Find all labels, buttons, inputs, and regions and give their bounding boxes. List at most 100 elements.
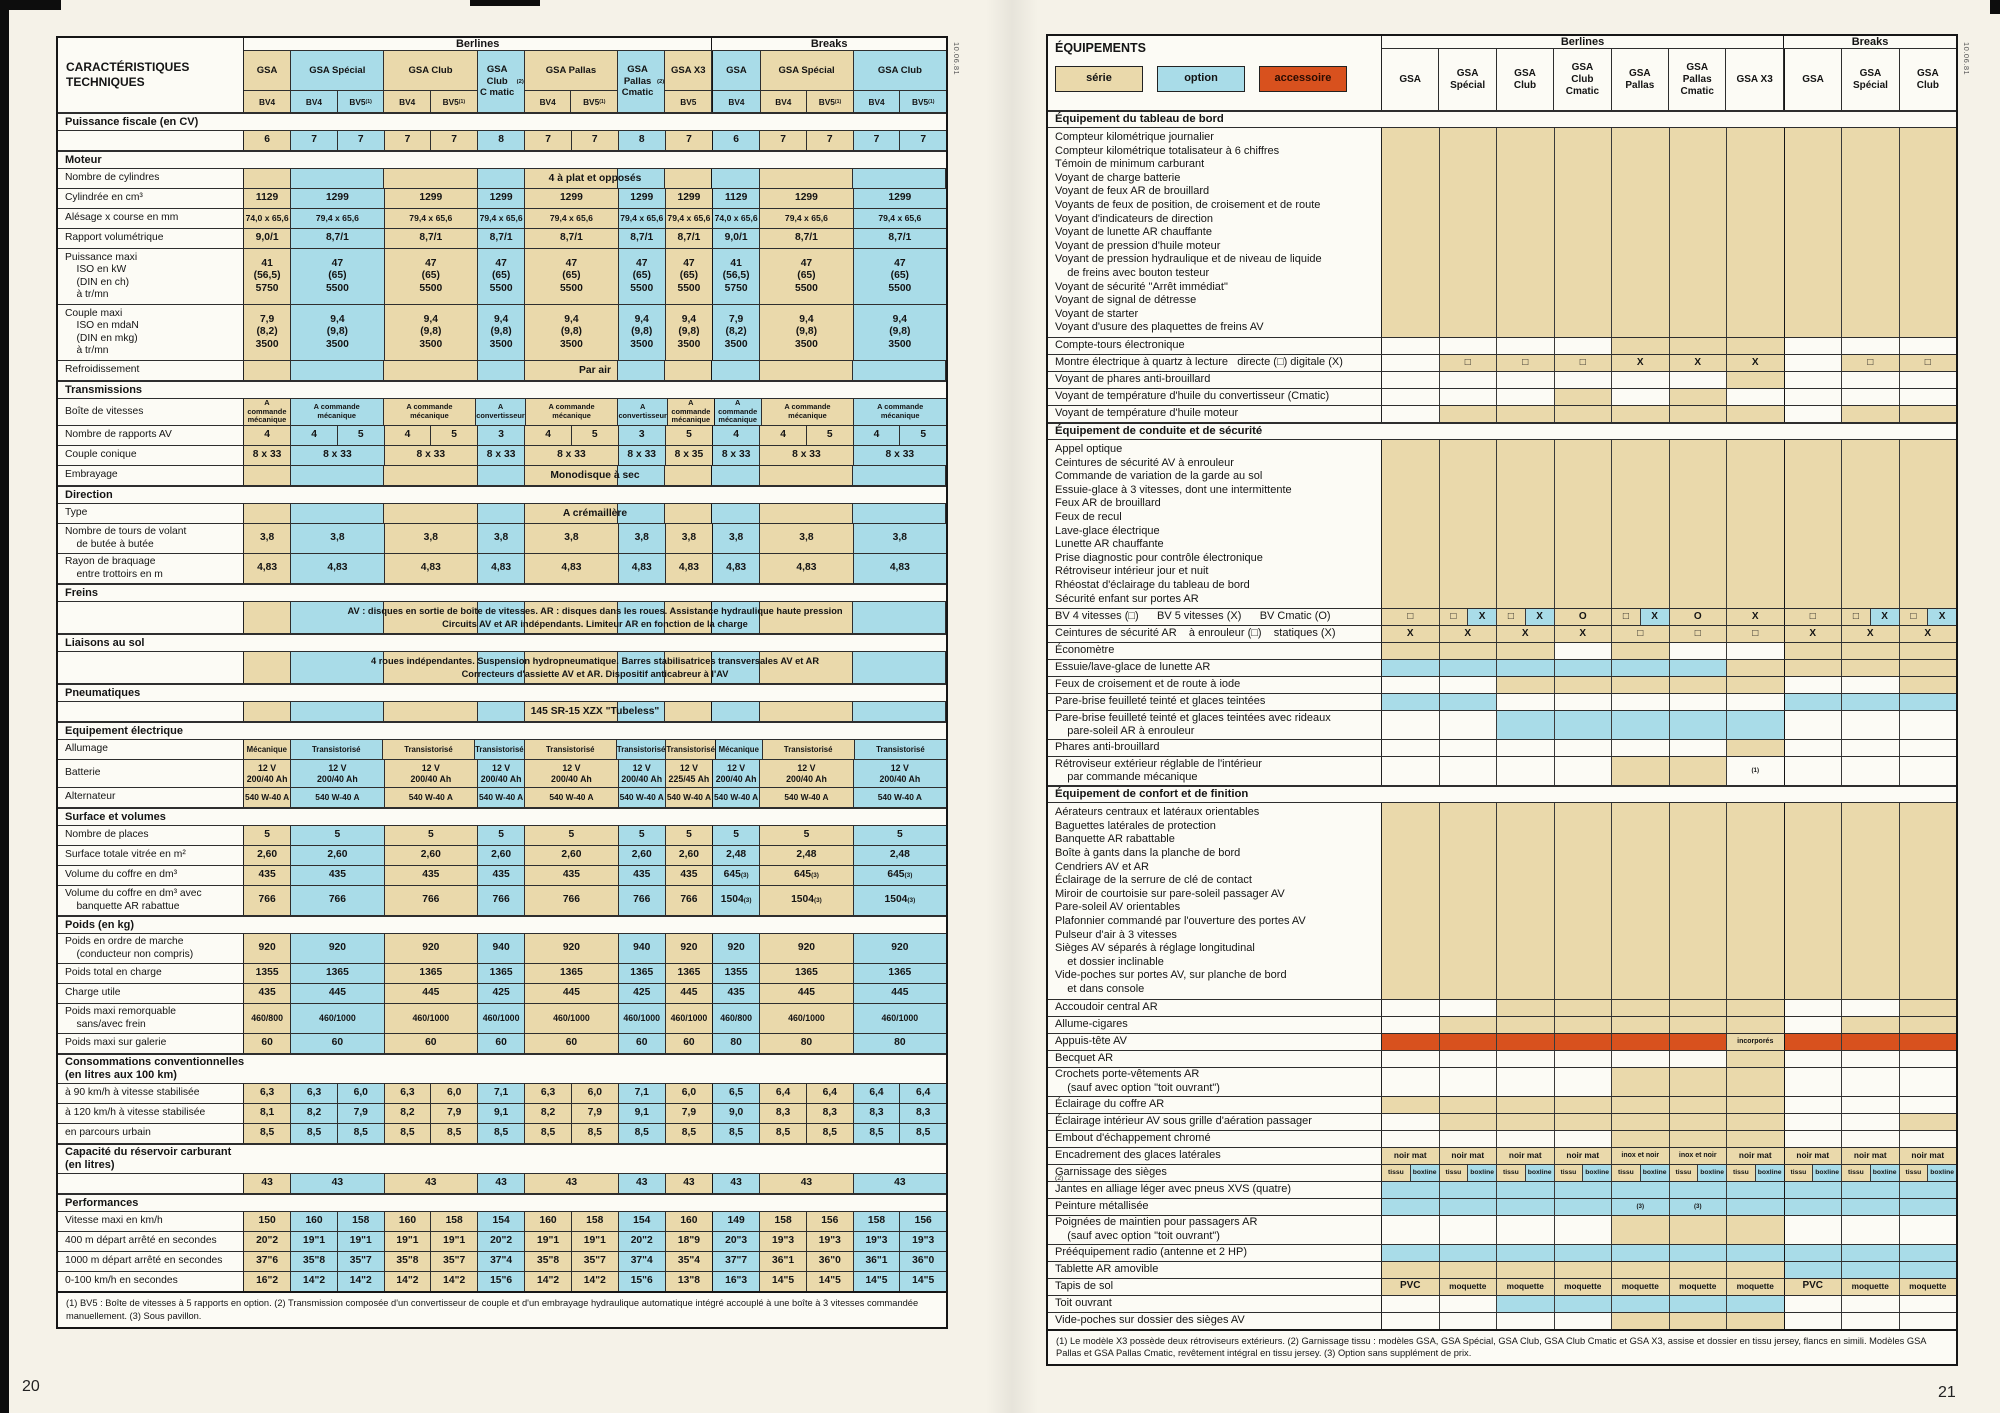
row-label: Boîte de vitesses [58, 399, 244, 425]
section-label: Pneumatiques [58, 685, 946, 701]
data-cell: 435 [258, 987, 276, 999]
data-cell: 12 V 200/40 Ah [317, 762, 358, 784]
equipment-mark [1497, 711, 1554, 740]
data-cell-group: 645 (3) [853, 866, 947, 885]
equipment-cell [1783, 440, 1842, 609]
row-label: Surface totale vitrée en m² [58, 846, 244, 865]
equipment-mark: X [1554, 626, 1611, 643]
data-cell-group: 160 158 [525, 1212, 619, 1231]
equipment-cell [1382, 740, 1440, 757]
equipment-mark [1439, 1198, 1496, 1215]
data-cell: 160 [398, 1215, 417, 1227]
equipment-mark: moquette [1727, 1278, 1784, 1295]
equipment-mark [1842, 1068, 1899, 1096]
equipment-cell [1670, 643, 1727, 660]
equipment-cell [1899, 1198, 1956, 1215]
equipment-cell [1670, 372, 1727, 388]
data-cell-group: 2,60 [244, 846, 292, 865]
equipment-mark [1554, 1016, 1611, 1033]
equipment-mark [1497, 1313, 1554, 1329]
data-cell: 20"3 [725, 1235, 748, 1247]
data-cell-group: 1365 [291, 964, 385, 983]
equipment-cell [1382, 803, 1440, 999]
data-cell: 460/1000 [623, 1013, 661, 1024]
data-cell-group [524, 652, 619, 683]
data-cell: 5 [638, 829, 645, 841]
row-cells: □ □ X □ X O □ X O X □ □ X □ X [1382, 609, 1956, 626]
equipment-cell [1669, 803, 1727, 999]
data-cell: 8 x 33 [885, 449, 915, 461]
row-cells: 9,0/1 8,7/1 8,7/1 8,7/1 8,7/1 8,7/1 8,7/1 9,0/1… [244, 229, 947, 248]
data-cell: 14"2 [303, 1275, 326, 1287]
section-row: Capacité du réservoir carburant (en litre… [58, 1143, 946, 1173]
equipment-cell [1727, 1113, 1785, 1130]
data-cell-group: 36"1 36"0 [853, 1252, 947, 1271]
equipment-mark [1612, 1016, 1669, 1033]
equipment-cell [1727, 1198, 1785, 1215]
equipment-cell [1612, 1113, 1670, 1130]
data-cell: 6,0 [570, 1084, 618, 1103]
equipment-mark [1842, 1198, 1899, 1215]
left-footnote: (1) BV5 : Boîte de vitesses à 5 rapports… [58, 1291, 946, 1327]
data-cell: 920 [258, 942, 276, 954]
gearbox-subheader-cell: BV5 (1) [430, 91, 477, 112]
equipment-mark [1497, 1216, 1554, 1244]
column-header: GSA X3 [1726, 49, 1784, 110]
section-label: Équipement du tableau de bord [1048, 112, 1956, 127]
equipment-mark: inox et noir [1612, 1147, 1669, 1164]
equipment-label: Sécurité enfant sur portes AR [1055, 592, 1199, 605]
equipment-mark [1439, 660, 1496, 677]
equipment-cell [1612, 711, 1670, 740]
equipment-mark: □ [1497, 609, 1525, 626]
equipment-cell [1670, 1050, 1727, 1067]
data-cell: 435 [727, 987, 745, 999]
data-cell-group: 2,60 [665, 846, 714, 865]
equipment-mark: moquette [1842, 1278, 1899, 1295]
equipment-cell [1669, 1130, 1727, 1147]
data-cell-group: 8,7/1 [478, 229, 526, 248]
data-cell-group [618, 361, 666, 380]
data-cell-group: 79,4 x 65,6 [618, 209, 666, 228]
data-cell: 9,4 (9,8) 3500 [419, 313, 443, 350]
equipment-mark [1899, 1016, 1956, 1033]
equipment-mark [1784, 660, 1841, 677]
equipment-mark [1785, 1097, 1842, 1113]
data-cell-group: 8,5 8,5 [853, 1124, 947, 1143]
data-cell: 47 (65) 5500 [630, 257, 654, 294]
equipment-cell [1497, 643, 1555, 660]
data-cell: 9,4 (9,8) 3500 [325, 313, 349, 350]
equipment-cell: noir mat [1382, 1147, 1440, 1164]
equipment-cell [1669, 128, 1727, 337]
column-header: GSA Club [853, 51, 947, 90]
data-cell: 540 W-40 A [877, 792, 922, 803]
equipment-cell [1727, 440, 1785, 609]
data-cell-group: 9,1 [618, 1104, 666, 1123]
data-cell-group [291, 504, 385, 523]
data-cell: 8 x 33 [792, 449, 821, 461]
row-label: Batterie [58, 760, 244, 787]
equipment-cell: moquette [1439, 1278, 1497, 1295]
equipment-label: Phares anti-brouillard [1048, 740, 1382, 757]
equipment-row: Voyant de phares anti-brouillard [1048, 371, 1956, 388]
column-header-group: GSA Club BV4 BV5 (1) [853, 51, 947, 112]
data-cell-group: 1129 [712, 189, 761, 208]
data-cell: 12 V 200/40 Ah [410, 762, 452, 784]
equipment-cell [1382, 677, 1440, 694]
equipment-mark [1785, 1051, 1842, 1067]
section-row: Équipement de confort et de finition [1048, 785, 1956, 803]
equipment-label: Montre électrique à quartz à lecture dir… [1048, 355, 1382, 371]
equipment-cell: □ [1783, 609, 1842, 626]
column-header: GSA Club Cmatic [1554, 49, 1612, 110]
equipment-cell [1382, 355, 1440, 371]
row-cells: Mécanique Transistorisé Transistorisé Trans… [244, 740, 947, 759]
equipment-mark [1842, 1000, 1899, 1016]
left-page-table: CARACTÉRISTIQUES TECHNIQUES Berlines Break… [56, 36, 948, 1329]
data-cell-group: 36"1 36"0 [760, 1252, 854, 1271]
data-cell: 3 [498, 429, 504, 441]
column-header-group: GSA Club BV4 BV5 (1) [384, 51, 478, 112]
row-cells [1382, 694, 1956, 711]
equipment-cell [1382, 1181, 1440, 1198]
data-cell: Transistorisé [616, 744, 666, 754]
row-label: Vitesse maxi en km/h [58, 1212, 244, 1231]
